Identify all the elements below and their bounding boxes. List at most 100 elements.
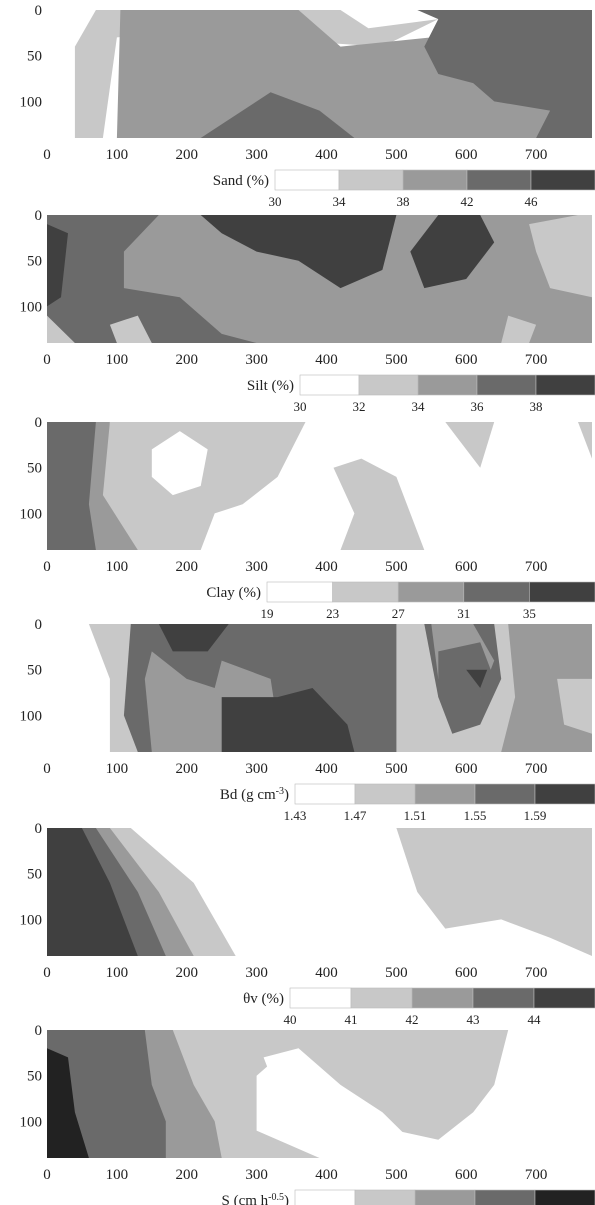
y-tick-label-silt: 50 bbox=[27, 254, 42, 270]
legend-swatch-theta-0 bbox=[289, 987, 352, 1009]
legend-tick-sand-1: 34 bbox=[333, 194, 347, 209]
x-tick-label-theta: 400 bbox=[315, 965, 338, 981]
x-tick-label-bd: 700 bbox=[525, 761, 548, 777]
legend-swatch-theta-2 bbox=[411, 987, 474, 1009]
legend-tick-theta-4: 44 bbox=[528, 1012, 542, 1027]
legend-tick-bd-4: 1.59 bbox=[524, 808, 547, 823]
legend-swatch-theta-1 bbox=[350, 987, 413, 1009]
legend-swatch-sand-0 bbox=[274, 169, 340, 191]
contour-region-silt-6 bbox=[109, 315, 152, 343]
legend-swatch-silt-3 bbox=[476, 374, 537, 396]
legend-swatch-theta-3 bbox=[472, 987, 535, 1009]
x-tick-label-silt: 400 bbox=[315, 352, 338, 368]
legend-tick-clay-4: 35 bbox=[523, 606, 536, 621]
legend-swatch-s-1 bbox=[354, 1189, 416, 1205]
panel-silt: 0 50 100 0 100 200 300 400 500 600 700 Silt (%)30 32… bbox=[20, 208, 595, 414]
contour-region-theta-4 bbox=[47, 828, 138, 956]
panel-bd: 0 50 100 0 100 200 300 400 500 600 700 Bd (g cm-3) 1… bbox=[20, 617, 595, 823]
contour-region-theta-5 bbox=[396, 828, 592, 956]
y-tick-label-sand: 100 bbox=[20, 94, 43, 110]
legend-swatch-bd-2 bbox=[414, 783, 476, 805]
x-tick-label-theta: 500 bbox=[385, 965, 408, 981]
x-tick-label-bd: 200 bbox=[175, 761, 198, 777]
x-tick-label-clay: 100 bbox=[106, 559, 129, 575]
legend-tick-theta-0: 40 bbox=[284, 1012, 297, 1027]
legend-tick-theta-3: 43 bbox=[467, 1012, 480, 1027]
legend-swatch-clay-0 bbox=[266, 581, 333, 603]
x-tick-label-sand: 400 bbox=[315, 147, 338, 163]
contour-region-clay-4 bbox=[445, 422, 495, 468]
legend-tick-silt-0: 30 bbox=[294, 399, 307, 414]
legend-swatch-bd-1 bbox=[354, 783, 416, 805]
contour-regions-silt bbox=[47, 215, 592, 343]
legend-swatch-clay-1 bbox=[332, 581, 399, 603]
y-tick-label-s: 50 bbox=[27, 1069, 42, 1085]
legend-tick-clay-3: 31 bbox=[457, 606, 470, 621]
x-tick-label-sand: 500 bbox=[385, 147, 408, 163]
contour-region-silt-7 bbox=[501, 315, 537, 343]
contour-region-silt-1 bbox=[47, 215, 257, 343]
legend-swatch-s-4 bbox=[534, 1189, 595, 1205]
legend-tick-silt-4: 38 bbox=[530, 399, 543, 414]
contour-region-s-2 bbox=[263, 1048, 411, 1140]
legend-swatch-sand-1 bbox=[338, 169, 404, 191]
contour-region-silt-3 bbox=[47, 224, 68, 307]
x-tick-label-theta: 200 bbox=[175, 965, 198, 981]
x-tick-label-theta: 100 bbox=[106, 965, 129, 981]
legend-tick-clay-1: 23 bbox=[326, 606, 339, 621]
x-tick-label-silt: 700 bbox=[525, 352, 548, 368]
legend-label-theta: θv (%) bbox=[243, 991, 284, 1007]
legend-tick-theta-2: 42 bbox=[406, 1012, 419, 1027]
y-tick-label-clay: 50 bbox=[27, 461, 42, 477]
y-tick-label-s: 0 bbox=[35, 1023, 43, 1039]
y-tick-label-clay: 100 bbox=[20, 506, 43, 522]
y-tick-label-bd: 50 bbox=[27, 663, 42, 679]
x-tick-label-sand: 600 bbox=[455, 147, 478, 163]
contour-region-silt-2 bbox=[200, 215, 397, 289]
x-tick-label-silt: 600 bbox=[455, 352, 478, 368]
legend-swatch-silt-0 bbox=[299, 374, 360, 396]
contour-region-sand-3 bbox=[200, 92, 355, 138]
y-tick-label-silt: 100 bbox=[20, 299, 43, 315]
legend-swatch-sand-3 bbox=[466, 169, 532, 191]
legend-tick-theta-1: 41 bbox=[345, 1012, 358, 1027]
legend-tick-bd-0: 1.43 bbox=[284, 808, 307, 823]
legend-tick-clay-2: 27 bbox=[392, 606, 406, 621]
x-tick-label-sand: 0 bbox=[43, 147, 51, 163]
contour-region-bd-3 bbox=[158, 624, 229, 652]
legend-tick-silt-3: 36 bbox=[471, 399, 485, 414]
legend-swatch-bd-0 bbox=[294, 783, 356, 805]
legend-tick-clay-0: 19 bbox=[261, 606, 274, 621]
x-tick-label-theta: 300 bbox=[245, 965, 268, 981]
contour-regions-bd bbox=[47, 624, 592, 752]
x-tick-label-s: 300 bbox=[245, 1167, 268, 1183]
legend-swatch-s-2 bbox=[414, 1189, 476, 1205]
legend-theta: θv (%)40 41 42 43 44 bbox=[243, 987, 595, 1027]
legend-swatch-theta-4 bbox=[533, 987, 595, 1009]
contour-region-sand-2 bbox=[417, 10, 592, 138]
legend-bd: Bd (g cm-3) 1.43 1.47 1.51 1.55 1.59 bbox=[220, 783, 595, 823]
x-tick-label-s: 400 bbox=[315, 1167, 338, 1183]
contour-region-bd-11 bbox=[47, 624, 110, 752]
legend-label-sand: Sand (%) bbox=[213, 173, 269, 189]
x-tick-label-theta: 700 bbox=[525, 965, 548, 981]
contour-region-clay-5 bbox=[578, 422, 592, 459]
legend-swatch-s-3 bbox=[474, 1189, 536, 1205]
legend-swatch-clay-3 bbox=[463, 581, 530, 603]
legend-swatch-silt-4 bbox=[535, 374, 595, 396]
x-tick-label-silt: 500 bbox=[385, 352, 408, 368]
x-tick-label-theta: 600 bbox=[455, 965, 478, 981]
x-tick-label-bd: 100 bbox=[106, 761, 129, 777]
legend-clay: Clay (%)19 23 27 31 35 bbox=[206, 581, 595, 621]
x-tick-label-bd: 400 bbox=[315, 761, 338, 777]
y-tick-label-theta: 100 bbox=[20, 912, 43, 928]
legend-tick-silt-1: 32 bbox=[353, 399, 366, 414]
contour-region-silt-8 bbox=[529, 215, 592, 298]
y-tick-label-bd: 100 bbox=[20, 708, 43, 724]
x-tick-label-clay: 600 bbox=[455, 559, 478, 575]
y-tick-label-silt: 0 bbox=[35, 208, 43, 224]
x-tick-label-sand: 200 bbox=[175, 147, 198, 163]
y-tick-label-bd: 0 bbox=[35, 617, 43, 633]
legend-label-silt: Silt (%) bbox=[247, 378, 294, 394]
